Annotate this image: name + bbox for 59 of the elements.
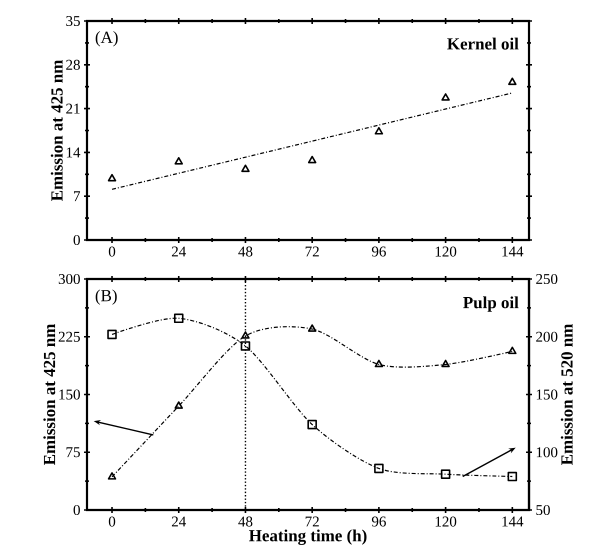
point	[308, 156, 316, 164]
x-tick-label: 0	[108, 246, 116, 257]
y2-tick-label: 50	[536, 504, 550, 516]
y-tick-label: 225	[58, 332, 80, 342]
point	[240, 341, 250, 351]
annotation: Kernel oil	[447, 38, 519, 50]
y-tick-label: 14	[66, 147, 80, 158]
x-tick-label: 48	[238, 246, 252, 257]
y-tick-label: 28	[66, 60, 80, 70]
x-tick-label: 0	[108, 516, 116, 527]
annotation: (B)	[96, 289, 117, 305]
point	[108, 174, 116, 182]
x-tick-label: 72	[306, 516, 319, 526]
y-tick-label: 0	[74, 504, 80, 516]
point	[174, 401, 183, 409]
point	[374, 126, 384, 135]
point	[307, 420, 317, 430]
point	[241, 331, 250, 339]
x-tick-label: 120	[436, 246, 456, 257]
x-tick-label: 144	[502, 516, 524, 526]
x-tick-label: 120	[436, 516, 456, 527]
y-tick-label: 0	[74, 234, 80, 246]
x-axis-title: Heating time (h)	[249, 529, 367, 545]
point	[508, 78, 517, 86]
point	[174, 313, 184, 324]
y2-axis-title: Emission at 520 nm	[560, 324, 573, 466]
point	[440, 469, 450, 479]
y2-tick-label: 250	[536, 274, 558, 284]
point	[241, 164, 250, 172]
y-tick-label: 300	[58, 274, 80, 284]
x-tick-label: 24	[172, 516, 186, 526]
y-axis-title: Emission at 425 nm	[50, 60, 63, 202]
point	[107, 330, 117, 340]
y2-tick-label: 100	[536, 447, 558, 458]
point	[508, 472, 518, 482]
point	[108, 472, 116, 480]
y2-tick-label: 150	[536, 389, 558, 400]
y-tick-label: 7	[74, 191, 80, 202]
y2-tick-label: 200	[536, 332, 558, 342]
x-tick-label: 72	[306, 246, 319, 256]
point	[441, 360, 450, 368]
x-tick-label: 48	[238, 516, 252, 527]
y-tick-label: 150	[59, 389, 80, 400]
y-axis-title: Emission at 425 nm	[43, 324, 56, 466]
y-tick-label: 21	[66, 104, 80, 114]
annotation: (A)	[96, 31, 118, 46]
point	[441, 93, 450, 101]
point	[308, 324, 316, 332]
y-tick-label: 35	[66, 16, 80, 26]
x-tick-label: 24	[172, 246, 186, 256]
point	[374, 464, 384, 474]
x-tick-label: 96	[372, 516, 386, 527]
x-tick-label: 144	[502, 246, 524, 256]
point	[174, 156, 183, 165]
x-tick-label: 96	[372, 246, 386, 257]
annotation: Pulp oil	[463, 296, 519, 312]
point	[374, 360, 384, 368]
point	[508, 346, 517, 354]
y-tick-label: 75	[66, 447, 80, 458]
